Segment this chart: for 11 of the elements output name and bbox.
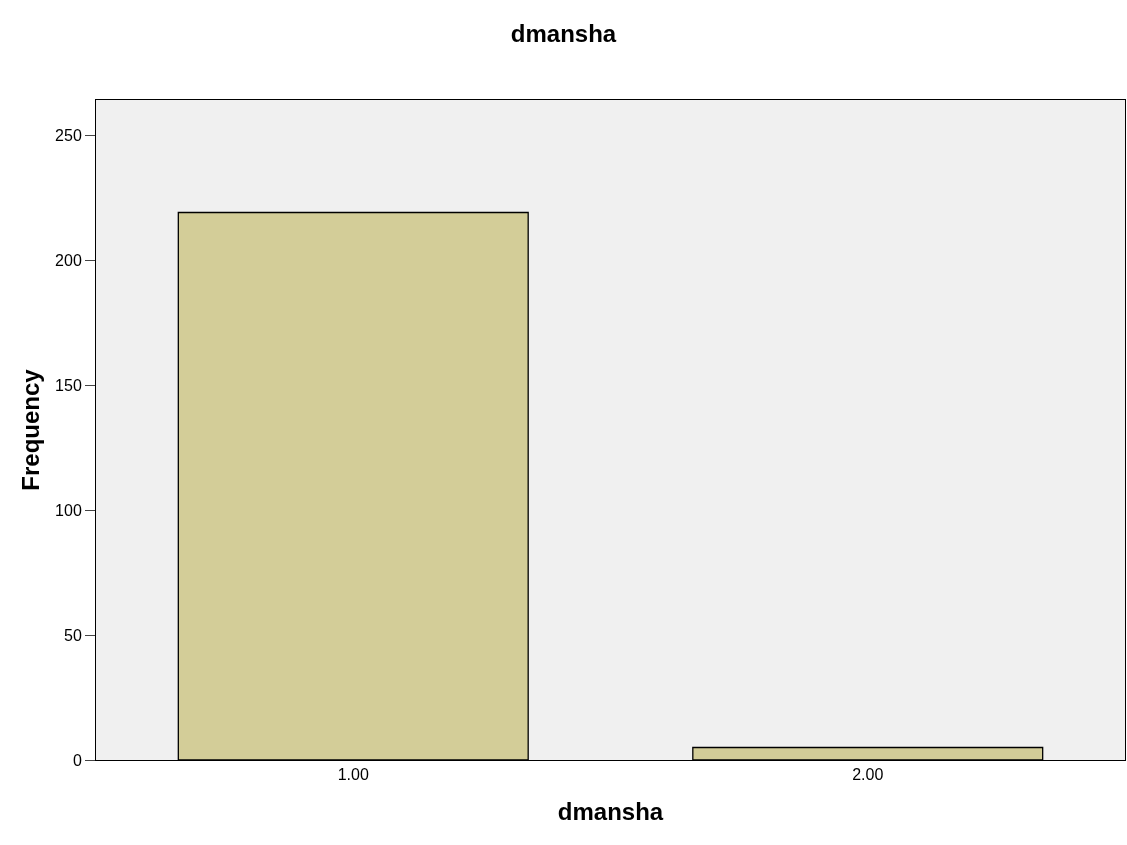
y-tick-label: 150 bbox=[55, 376, 82, 394]
x-tick-label: 2.00 bbox=[852, 766, 884, 784]
x-axis-title: dmansha bbox=[557, 797, 664, 825]
x-tick-label: 1.00 bbox=[337, 766, 369, 784]
chart-title: dmansha bbox=[510, 20, 617, 48]
y-axis-title: Frequency bbox=[17, 368, 45, 491]
y-tick-label: 50 bbox=[64, 626, 82, 644]
y-tick-label: 200 bbox=[55, 251, 82, 269]
y-tick-label: 100 bbox=[55, 501, 82, 519]
y-tick-label: 250 bbox=[55, 126, 82, 144]
y-tick-label: 0 bbox=[72, 751, 82, 769]
